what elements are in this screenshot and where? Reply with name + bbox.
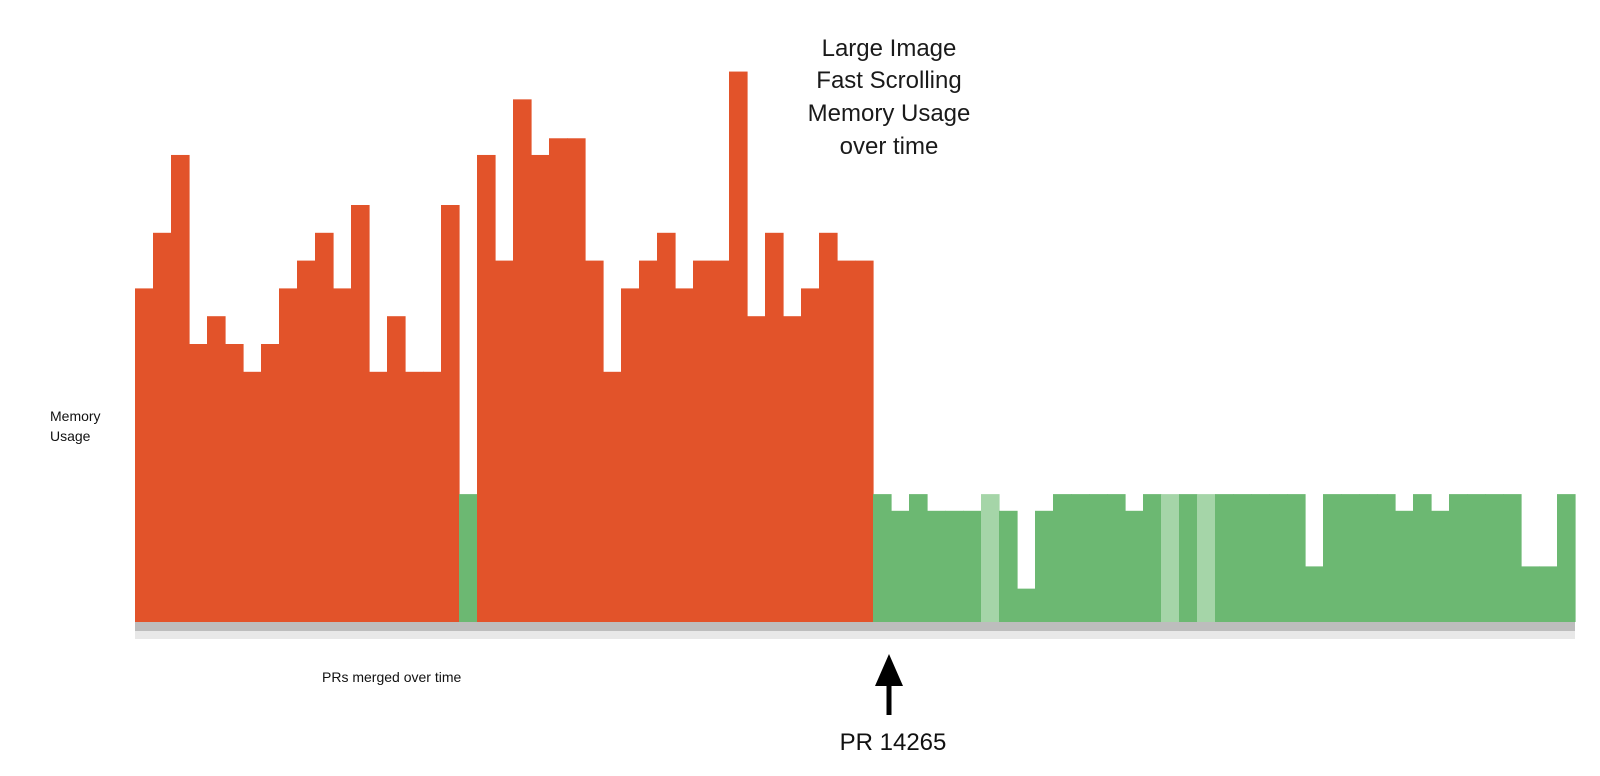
bar-high: [855, 260, 874, 622]
bar-high: [189, 344, 208, 622]
bar-low: [1269, 494, 1288, 622]
bar-low-faded: [1197, 494, 1216, 622]
y-axis-label-line: Usage: [50, 428, 91, 444]
bar-high: [549, 138, 568, 622]
bar-high: [819, 232, 838, 623]
bar-low: [1251, 494, 1270, 622]
bar-low: [1089, 494, 1108, 622]
x-axis-label: PRs merged over time: [322, 669, 461, 685]
bar-high: [369, 371, 388, 622]
bar-high: [711, 260, 730, 622]
bar-low: [891, 510, 910, 622]
bar-high: [675, 288, 694, 622]
bar-high: [639, 260, 658, 622]
bar-low: [999, 510, 1018, 622]
bar-low: [1215, 494, 1234, 622]
bar-high: [441, 205, 460, 622]
bar-low: [1233, 494, 1252, 622]
bar-high: [603, 371, 622, 622]
bar-high: [297, 260, 316, 622]
bar-low: [1017, 588, 1036, 622]
bar-high: [351, 205, 370, 622]
chart-title-line: over time: [840, 133, 939, 160]
bar-low: [927, 510, 946, 622]
bar-low: [1467, 494, 1486, 622]
bar-low: [1035, 510, 1054, 622]
bar-low: [1521, 566, 1540, 622]
bar-high: [567, 138, 586, 622]
bar-low: [1539, 566, 1558, 622]
bar-high: [783, 316, 802, 622]
bar-high: [333, 288, 352, 622]
bar-low: [1413, 494, 1432, 622]
pr-annotation: PR 14265: [840, 654, 947, 756]
bar-low: [1395, 510, 1414, 622]
bars-group: [135, 71, 1576, 623]
bar-high: [225, 344, 244, 622]
chart-title-line: Fast Scrolling: [816, 67, 961, 94]
bar-low: [945, 510, 964, 622]
bar-low: [873, 494, 892, 622]
bar-low: [1503, 494, 1522, 622]
bar-low: [1341, 494, 1360, 622]
bar-high: [621, 288, 640, 622]
bar-low: [1449, 494, 1468, 622]
bar-high: [765, 232, 784, 623]
bar-low-faded: [1161, 494, 1180, 622]
bar-low-faded: [981, 494, 1000, 622]
bar-high: [801, 288, 820, 622]
bar-low: [459, 494, 478, 622]
bar-high: [135, 288, 154, 622]
bar-high: [153, 232, 172, 623]
bar-low: [1485, 494, 1504, 622]
bar-low: [1053, 494, 1072, 622]
bar-high: [315, 232, 334, 623]
bar-low: [1107, 494, 1126, 622]
bar-low: [1359, 494, 1378, 622]
bar-low: [1179, 494, 1198, 622]
pr-annotation-label: PR 14265: [840, 729, 947, 756]
y-axis-label-line: Memory: [50, 408, 101, 424]
x-axis-baseline-shadow: [135, 631, 1575, 639]
bar-high: [693, 260, 712, 622]
chart-title-line: Large Image: [822, 35, 957, 62]
bar-high: [423, 371, 442, 622]
bar-high: [513, 99, 532, 623]
bar-high: [747, 316, 766, 622]
bar-low: [963, 510, 982, 622]
bar-high: [171, 154, 190, 622]
bar-high: [243, 371, 262, 622]
bar-low: [1071, 494, 1090, 622]
chart-title-line: Memory Usage: [808, 100, 971, 127]
bar-high: [261, 344, 280, 622]
bar-high: [657, 232, 676, 623]
bar-high: [729, 71, 748, 622]
bar-high: [405, 371, 424, 622]
bar-low: [1377, 494, 1396, 622]
bar-low: [1287, 494, 1306, 622]
bar-low: [1557, 494, 1576, 622]
bar-high: [387, 316, 406, 622]
bar-high: [585, 260, 604, 622]
bar-low: [1305, 566, 1324, 622]
bar-high: [495, 260, 514, 622]
bar-low: [1431, 510, 1450, 622]
bar-high: [279, 288, 298, 622]
bar-high: [531, 154, 550, 622]
bar-high: [837, 260, 856, 622]
bar-low: [1323, 494, 1342, 622]
chart-title: Large Image Fast Scrolling Memory Usage …: [808, 35, 971, 160]
bar-low: [1143, 494, 1162, 622]
bar-low: [1125, 510, 1144, 622]
bar-low: [909, 494, 928, 622]
arrow-head-icon: [875, 654, 903, 686]
x-axis-baseline: [135, 622, 1575, 631]
y-axis-label: Memory Usage: [50, 408, 101, 444]
bar-high: [207, 316, 226, 622]
bar-high: [477, 154, 496, 622]
